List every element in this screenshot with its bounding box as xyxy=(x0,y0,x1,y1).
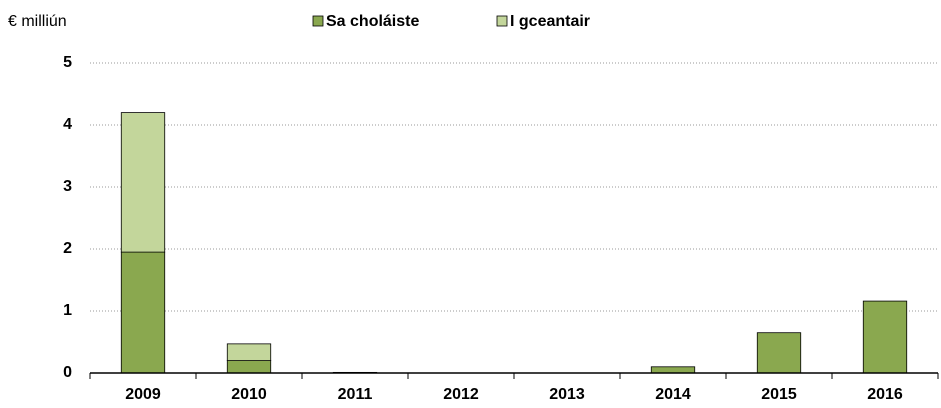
x-tick-label: 2011 xyxy=(338,386,373,403)
x-tick-label: 2013 xyxy=(549,386,585,403)
legend-swatch xyxy=(312,15,324,27)
bar-segment xyxy=(862,300,908,374)
legend-swatch xyxy=(496,15,508,27)
bar-segment xyxy=(226,343,272,361)
x-tick-label: 2012 xyxy=(443,386,479,403)
bar-segment xyxy=(226,360,272,374)
x-tick-label: 2010 xyxy=(231,386,267,403)
legend-label: Sa choláiste xyxy=(326,13,419,30)
x-tick-label: 2014 xyxy=(655,386,691,403)
y-tick-label: 5 xyxy=(63,54,72,71)
y-tick-label: 1 xyxy=(63,302,72,319)
bar-segment xyxy=(120,112,166,253)
bar-segment xyxy=(756,332,802,374)
bar-segment xyxy=(120,251,166,374)
bar-segment xyxy=(650,366,696,374)
x-tick-label: 2009 xyxy=(125,386,161,403)
y-tick-label: 2 xyxy=(63,240,72,257)
legend-label: I gceantair xyxy=(510,13,590,30)
y-tick-label: 0 xyxy=(63,364,72,381)
x-tick-label: 2016 xyxy=(867,386,903,403)
y-axis-label: € milliún xyxy=(8,13,67,30)
y-tick-label: 3 xyxy=(63,178,72,195)
y-tick-label: 4 xyxy=(63,116,72,133)
x-tick-label: 2015 xyxy=(761,386,797,403)
